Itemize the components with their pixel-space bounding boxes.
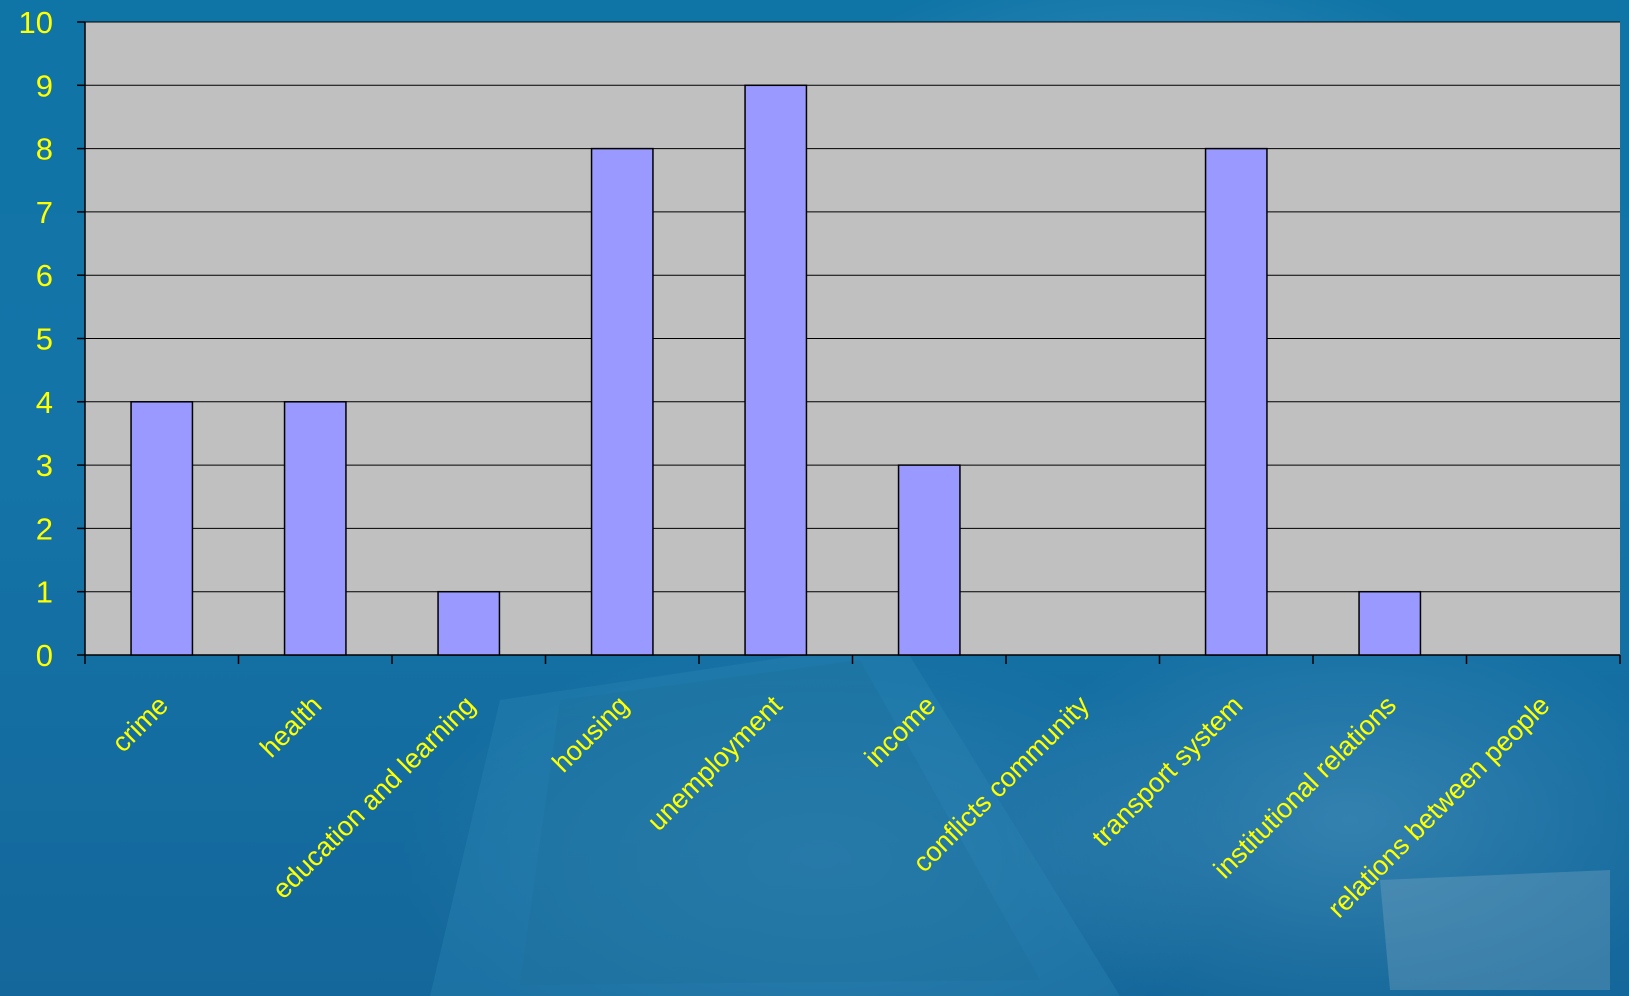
y-tick-label: 5 (36, 322, 53, 357)
x-tick-label: transport system (1086, 690, 1248, 852)
y-tick-label: 9 (36, 68, 53, 103)
bar-unemployment (744, 84, 808, 656)
y-tick-label: 10 (19, 5, 53, 40)
solar-panel-background (430, 640, 1610, 996)
y-tick-label: 2 (36, 511, 53, 546)
y-tick-label: 6 (36, 258, 53, 293)
y-tick-label: 7 (36, 195, 53, 230)
y-tick-labels: 0 1 2 3 4 5 6 7 8 9 10 (19, 5, 53, 673)
y-tick-label: 4 (36, 385, 53, 420)
bars (130, 84, 1422, 656)
bar-institutional-relations (1358, 590, 1422, 656)
bar-crime (130, 401, 194, 656)
y-axis (77, 21, 86, 656)
y-tick-label: 8 (36, 132, 53, 167)
x-tick-label: health (254, 690, 327, 763)
bar-income (897, 464, 961, 656)
y-tick-label: 3 (36, 448, 53, 483)
y-tick-label: 1 (36, 575, 53, 610)
x-axis (84, 654, 1621, 664)
bar-housing (590, 147, 654, 656)
bar-education-and-learning (437, 590, 501, 656)
x-tick-label: crime (106, 690, 174, 758)
bar-health (283, 401, 347, 656)
bar-transport-system (1204, 147, 1268, 656)
y-tick-label: 0 (36, 638, 53, 673)
